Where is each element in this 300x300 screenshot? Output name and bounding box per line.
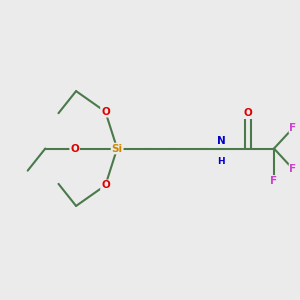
Text: O: O bbox=[101, 107, 110, 117]
Text: F: F bbox=[290, 123, 297, 133]
Text: O: O bbox=[70, 143, 79, 154]
Text: O: O bbox=[101, 180, 110, 190]
Text: H: H bbox=[218, 157, 225, 166]
Text: O: O bbox=[243, 108, 252, 118]
Text: F: F bbox=[270, 176, 278, 186]
Text: Si: Si bbox=[112, 143, 123, 154]
Text: F: F bbox=[290, 164, 297, 174]
Text: N: N bbox=[217, 136, 226, 146]
